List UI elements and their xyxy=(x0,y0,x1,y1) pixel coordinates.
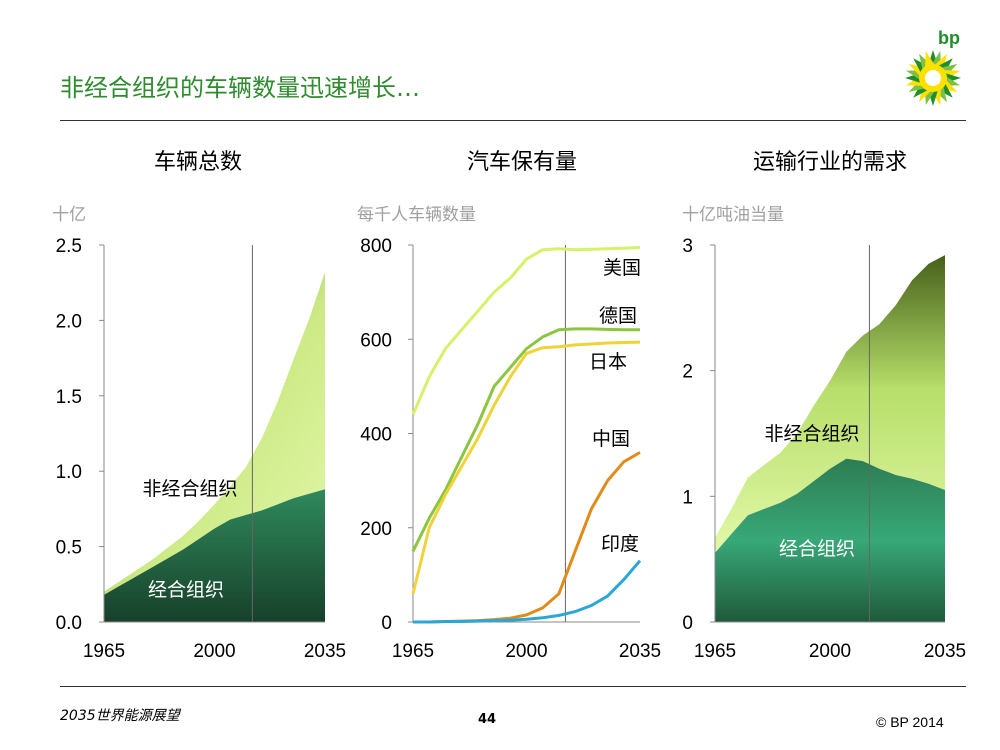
y-tick-label: 200 xyxy=(360,519,392,540)
y-tick-label: 0.0 xyxy=(56,613,82,634)
y-tick-label: 2.0 xyxy=(56,311,82,332)
x-tick-label: 2035 xyxy=(304,641,346,662)
bp-logo-text: bp xyxy=(938,28,960,48)
annotation-oecd: 经合组织 xyxy=(148,579,224,601)
footer-page-number: 44 xyxy=(478,712,497,727)
series-line-1 xyxy=(411,327,640,552)
chart1-unit: 十亿 xyxy=(52,205,86,225)
series-area-non-oecd xyxy=(104,272,325,595)
header-rule xyxy=(60,120,966,121)
footer-copyright: © BP 2014 xyxy=(876,714,944,730)
y-tick-label: 1.0 xyxy=(56,462,82,483)
x-tick-label: 1965 xyxy=(83,641,125,662)
y-tick-label: 1.5 xyxy=(56,387,82,408)
x-tick-label: 2000 xyxy=(193,641,235,662)
series-line-0 xyxy=(411,245,641,416)
series-label: 印度 xyxy=(601,533,639,555)
y-tick-label: 0 xyxy=(381,613,392,634)
annotation-oecd: 经合组织 xyxy=(779,538,855,560)
chart3-unit: 十亿吨油当量 xyxy=(682,205,784,225)
series-label: 中国 xyxy=(592,428,630,450)
x-tick-label: 2000 xyxy=(809,641,851,662)
footer-report-name: 2035世界能源展望 xyxy=(60,708,180,724)
x-tick-label: 2000 xyxy=(505,641,547,662)
annotation-non-oecd: 非经合组织 xyxy=(142,478,237,500)
series-area-non-oecd xyxy=(715,255,945,553)
chart1-title: 车辆总数 xyxy=(153,150,242,175)
y-tick-label: 600 xyxy=(360,330,392,351)
y-tick-label: 2 xyxy=(682,362,693,383)
x-tick-label: 2035 xyxy=(619,641,661,662)
y-tick-label: 0.5 xyxy=(56,538,82,559)
annotation-non-oecd: 非经合组织 xyxy=(764,423,859,445)
y-tick-label: 400 xyxy=(360,425,392,446)
series-label: 德国 xyxy=(599,305,637,327)
series-line-4 xyxy=(413,559,642,624)
chart3-title: 运输行业的需求 xyxy=(752,150,907,175)
bp-logo: bp xyxy=(900,24,970,110)
x-tick-label: 1965 xyxy=(694,641,736,662)
footer-rule xyxy=(60,686,966,687)
series-line-2 xyxy=(411,340,641,595)
chart2-unit: 每千人车辆数量 xyxy=(357,205,476,225)
series-area-oecd xyxy=(715,458,945,622)
chart2-title: 汽车保有量 xyxy=(466,150,577,175)
y-tick-label: 3 xyxy=(682,236,693,257)
page-title: 非经合组织的车辆数量迅速增长… xyxy=(60,74,420,102)
y-tick-label: 0 xyxy=(682,613,693,634)
y-tick-label: 2.5 xyxy=(56,236,82,257)
series-label: 美国 xyxy=(603,257,641,279)
helios-petal xyxy=(925,50,935,68)
x-tick-label: 1965 xyxy=(392,641,434,662)
x-tick-label: 2035 xyxy=(924,641,966,662)
series-area-oecd xyxy=(104,489,325,622)
y-tick-label: 1 xyxy=(682,487,693,508)
series-label: 日本 xyxy=(589,351,627,373)
y-tick-label: 800 xyxy=(360,236,392,257)
